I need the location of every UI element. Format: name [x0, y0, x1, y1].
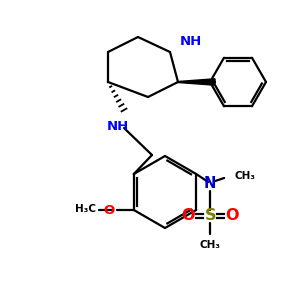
Text: O: O	[225, 208, 239, 224]
Polygon shape	[178, 79, 215, 85]
Text: S: S	[204, 208, 216, 224]
Text: N: N	[204, 176, 216, 191]
Text: NH: NH	[107, 120, 129, 133]
Text: NH: NH	[180, 35, 202, 48]
Text: O: O	[182, 208, 195, 224]
Text: CH₃: CH₃	[234, 171, 255, 181]
Text: CH₃: CH₃	[200, 240, 221, 250]
Text: H₃C: H₃C	[75, 204, 96, 214]
Text: O: O	[103, 203, 115, 217]
